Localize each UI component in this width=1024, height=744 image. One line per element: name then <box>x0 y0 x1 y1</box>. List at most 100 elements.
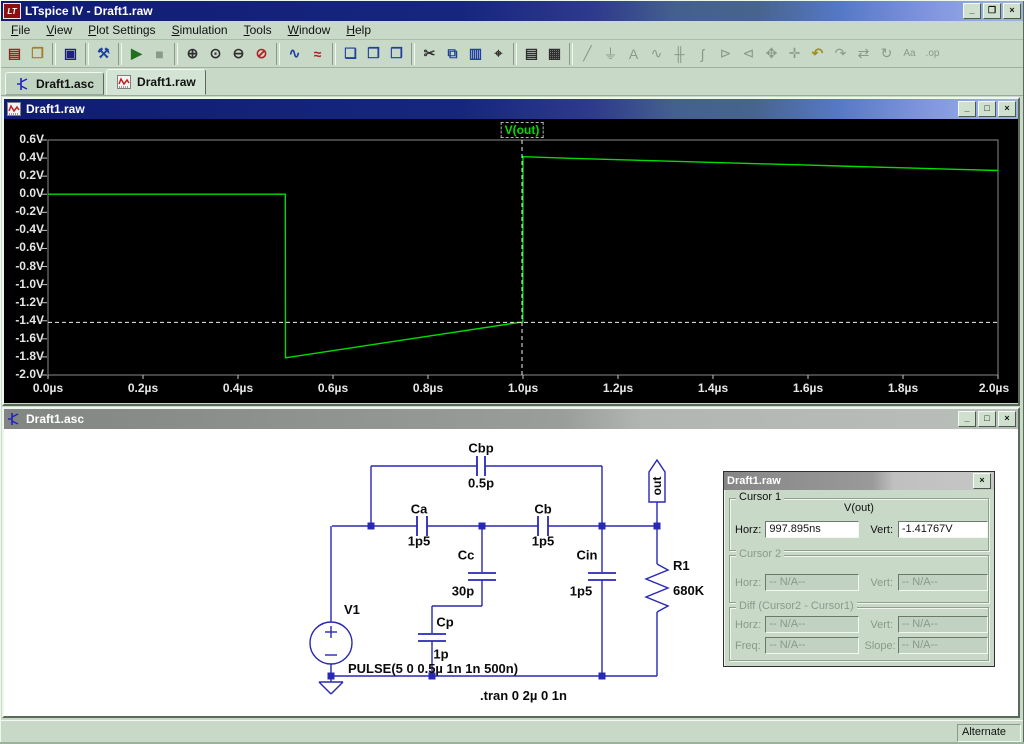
waveform-file-icon <box>7 102 21 116</box>
waveform-svg <box>42 139 999 379</box>
y-axis-tick-label: 0.6V <box>19 132 44 146</box>
menu-simulation[interactable]: Simulation <box>171 22 228 37</box>
find-icon[interactable]: ⌖ <box>494 45 503 61</box>
copy-icon[interactable]: ⧉ <box>447 45 458 61</box>
x-axis-tick-label: 1.8µs <box>887 381 919 395</box>
zoom-back-icon[interactable]: ⊙ <box>209 45 222 61</box>
component-value-cin[interactable]: 1p5 <box>569 583 593 599</box>
app-title-bar[interactable]: LT LTspice IV - Draft1.raw _ ❐ × <box>1 1 1023 21</box>
diff-group: Diff (Cursor2 - Cursor1) Horz: -- N/A-- … <box>729 600 989 661</box>
menu-bar: File View Plot Settings Simulation Tools Wind… <box>1 21 1023 40</box>
close-button[interactable]: × <box>1003 3 1021 19</box>
open-icon[interactable]: ❐ <box>31 45 44 61</box>
paste-icon[interactable]: ▥ <box>468 45 483 61</box>
run-icon[interactable]: ▶ <box>131 45 142 61</box>
zoom-out-icon[interactable]: ⊖ <box>232 45 245 61</box>
component-value-cbp[interactable]: 0.5p <box>467 475 495 491</box>
waveform-file-icon <box>117 75 132 89</box>
menu-help[interactable]: Help <box>346 22 371 37</box>
component-value-r1[interactable]: 680K <box>673 583 705 598</box>
close-button[interactable]: × <box>998 411 1016 427</box>
status-mode-indicator: Alternate <box>957 724 1021 742</box>
maximize-button[interactable]: □ <box>978 101 996 117</box>
component-label-v1[interactable]: V1 <box>344 602 360 617</box>
drag-icon: ✛ <box>788 45 801 61</box>
cursor-panel: Draft1.raw × Cursor 1 V(out) Horz: 997.8… <box>723 471 995 667</box>
component-label-ca[interactable]: Ca <box>410 501 428 517</box>
component-value-cc[interactable]: 30p <box>451 583 475 599</box>
component-label-cb[interactable]: Cb <box>534 501 552 517</box>
toolbar: ▤ ❐ ▣ ⚒ ▶ ■ ⊕ ⊙ ⊖ ⊘ ∿ ≈ ❏ ❐ ❒ ✂ ⧉ ▥ ⌖ ▤ ▦ ╱ ⏚ A ∿ ╫ ʃ ⊳ ⊲ ✥ ✛ ↶ ↷ ⇄ ↻ Aa .op <box>1 40 1023 68</box>
waveform-window-title: Draft1.raw <box>26 102 85 116</box>
print-preview-icon[interactable]: ▤ <box>524 45 539 61</box>
component-value-cb[interactable]: 1p5 <box>531 533 555 549</box>
text-icon: Aa <box>903 48 916 59</box>
place-ground-icon: ⏚ <box>603 45 618 62</box>
component-value-v1[interactable]: PULSE(5 0 0.5µ 1n 1n 500n) <box>348 661 519 676</box>
minimize-button[interactable]: _ <box>963 3 981 19</box>
save-icon[interactable]: ▣ <box>63 45 78 61</box>
restore-button[interactable]: ❐ <box>983 3 1001 19</box>
zoom-full-extents-icon[interactable]: ⊘ <box>255 45 268 61</box>
app-icon: LT <box>3 3 21 19</box>
schematic-window-titlebar[interactable]: Draft1.asc _ □ × <box>4 409 1018 429</box>
cursor1-legend: Cursor 1 <box>736 491 785 503</box>
new-schematic-icon[interactable]: ▤ <box>7 45 22 61</box>
tab-bar: Draft1.asc Draft1.raw <box>1 68 1023 96</box>
component-label-cc[interactable]: Cc <box>457 547 475 563</box>
close-button[interactable]: × <box>998 101 1016 117</box>
waveform-plot[interactable]: V(out) 0.6V 0.4V 0.2V 0.0V -0.2V -0.4V -0.6V -0… <box>4 119 1018 403</box>
undo-icon[interactable]: ↶ <box>811 45 824 61</box>
maximize-button[interactable]: □ <box>978 411 996 427</box>
toolbar-separator <box>513 42 517 65</box>
component-value-cp[interactable]: 1p <box>433 646 449 662</box>
y-axis-tick-label: 0.0V <box>19 186 44 201</box>
plot-settings-icon[interactable]: ≈ <box>313 45 322 62</box>
x-axis-tick-label: 1.6µs <box>792 381 824 395</box>
place-capacitor-icon: ╫ <box>674 45 685 62</box>
diff-vert-field: -- N/A-- <box>897 616 988 633</box>
component-label-cp[interactable]: Cp <box>436 614 454 630</box>
menu-view[interactable]: View <box>46 22 73 37</box>
diff-vert-label: Vert: <box>870 618 894 631</box>
tab-draft1-raw[interactable]: Draft1.raw <box>106 69 206 95</box>
menu-plot-settings[interactable]: Plot Settings <box>88 22 156 37</box>
close-icon[interactable]: × <box>973 473 991 489</box>
component-label-r1[interactable]: R1 <box>673 558 690 573</box>
cursor1-horz-field[interactable]: 997.895ns <box>765 521 860 538</box>
y-axis-tick-label: -2.0V <box>15 367 44 381</box>
cut-icon[interactable]: ✂ <box>423 45 436 61</box>
cascade-windows-icon[interactable]: ❒ <box>390 45 403 61</box>
place-label-icon: A <box>628 45 639 62</box>
schematic-file-icon <box>8 413 19 425</box>
print-icon[interactable]: ▦ <box>547 45 562 61</box>
cursor1-vert-field[interactable]: -1.41767V <box>897 521 988 538</box>
zoom-in-icon[interactable]: ⊕ <box>186 45 199 61</box>
menu-window[interactable]: Window <box>287 22 331 37</box>
component-label-cbp[interactable]: Cbp <box>468 440 494 456</box>
x-axis-tick-label: 1.2µs <box>602 381 634 395</box>
autorange-y-axis-icon[interactable]: ∿ <box>288 45 301 61</box>
y-axis-tick-label: -1.4V <box>15 312 44 327</box>
app-title: LTspice IV - Draft1.raw <box>25 4 153 18</box>
component-label-cin[interactable]: Cin <box>576 547 598 563</box>
tab-draft1-asc[interactable]: Draft1.asc <box>5 72 105 95</box>
tile-horizontally-icon[interactable]: ❏ <box>344 45 357 61</box>
minimize-button[interactable]: _ <box>958 411 976 427</box>
net-label-out[interactable]: out <box>650 476 664 496</box>
window-bottom-edge <box>0 742 1024 744</box>
y-axis-tick-label: -1.6V <box>15 330 44 345</box>
trace-label[interactable]: V(out) <box>500 122 544 138</box>
menu-file[interactable]: File <box>11 22 31 37</box>
mirror-icon: ⇄ <box>857 45 870 61</box>
waveform-window-titlebar[interactable]: Draft1.raw _ □ × <box>4 99 1018 119</box>
spice-directive-tran[interactable]: .tran 0 2µ 0 1n <box>480 688 567 703</box>
toolbar-separator <box>174 42 178 65</box>
control-panel-icon[interactable]: ⚒ <box>97 45 110 61</box>
cursor-panel-titlebar[interactable]: Draft1.raw × <box>724 472 994 490</box>
menu-tools[interactable]: Tools <box>243 22 272 37</box>
minimize-button[interactable]: _ <box>958 101 976 117</box>
move-icon: ✥ <box>765 45 778 61</box>
tile-vertically-icon[interactable]: ❐ <box>367 45 380 61</box>
component-value-ca[interactable]: 1p5 <box>407 533 431 549</box>
